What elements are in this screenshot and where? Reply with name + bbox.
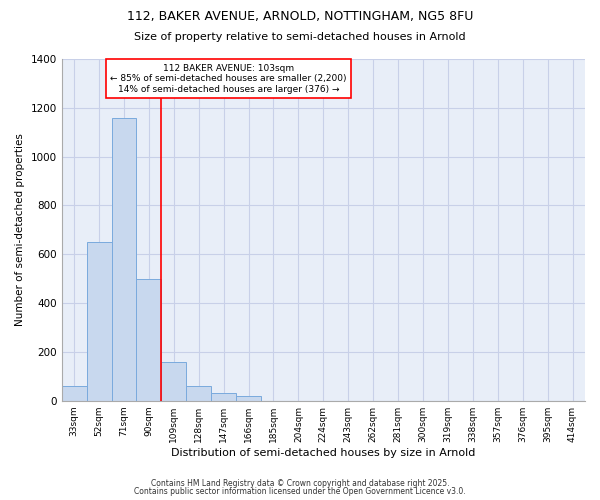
- Bar: [136, 278, 161, 400]
- Text: Size of property relative to semi-detached houses in Arnold: Size of property relative to semi-detach…: [134, 32, 466, 42]
- Bar: [211, 394, 236, 400]
- Bar: [161, 362, 186, 401]
- Bar: [236, 396, 261, 400]
- Bar: [112, 118, 136, 401]
- X-axis label: Distribution of semi-detached houses by size in Arnold: Distribution of semi-detached houses by …: [171, 448, 476, 458]
- Text: 112 BAKER AVENUE: 103sqm
← 85% of semi-detached houses are smaller (2,200)
14% o: 112 BAKER AVENUE: 103sqm ← 85% of semi-d…: [110, 64, 347, 94]
- Text: Contains public sector information licensed under the Open Government Licence v3: Contains public sector information licen…: [134, 487, 466, 496]
- Y-axis label: Number of semi-detached properties: Number of semi-detached properties: [15, 134, 25, 326]
- Bar: [186, 386, 211, 400]
- Text: Contains HM Land Registry data © Crown copyright and database right 2025.: Contains HM Land Registry data © Crown c…: [151, 478, 449, 488]
- Text: 112, BAKER AVENUE, ARNOLD, NOTTINGHAM, NG5 8FU: 112, BAKER AVENUE, ARNOLD, NOTTINGHAM, N…: [127, 10, 473, 23]
- Bar: [86, 242, 112, 400]
- Bar: [62, 386, 86, 400]
